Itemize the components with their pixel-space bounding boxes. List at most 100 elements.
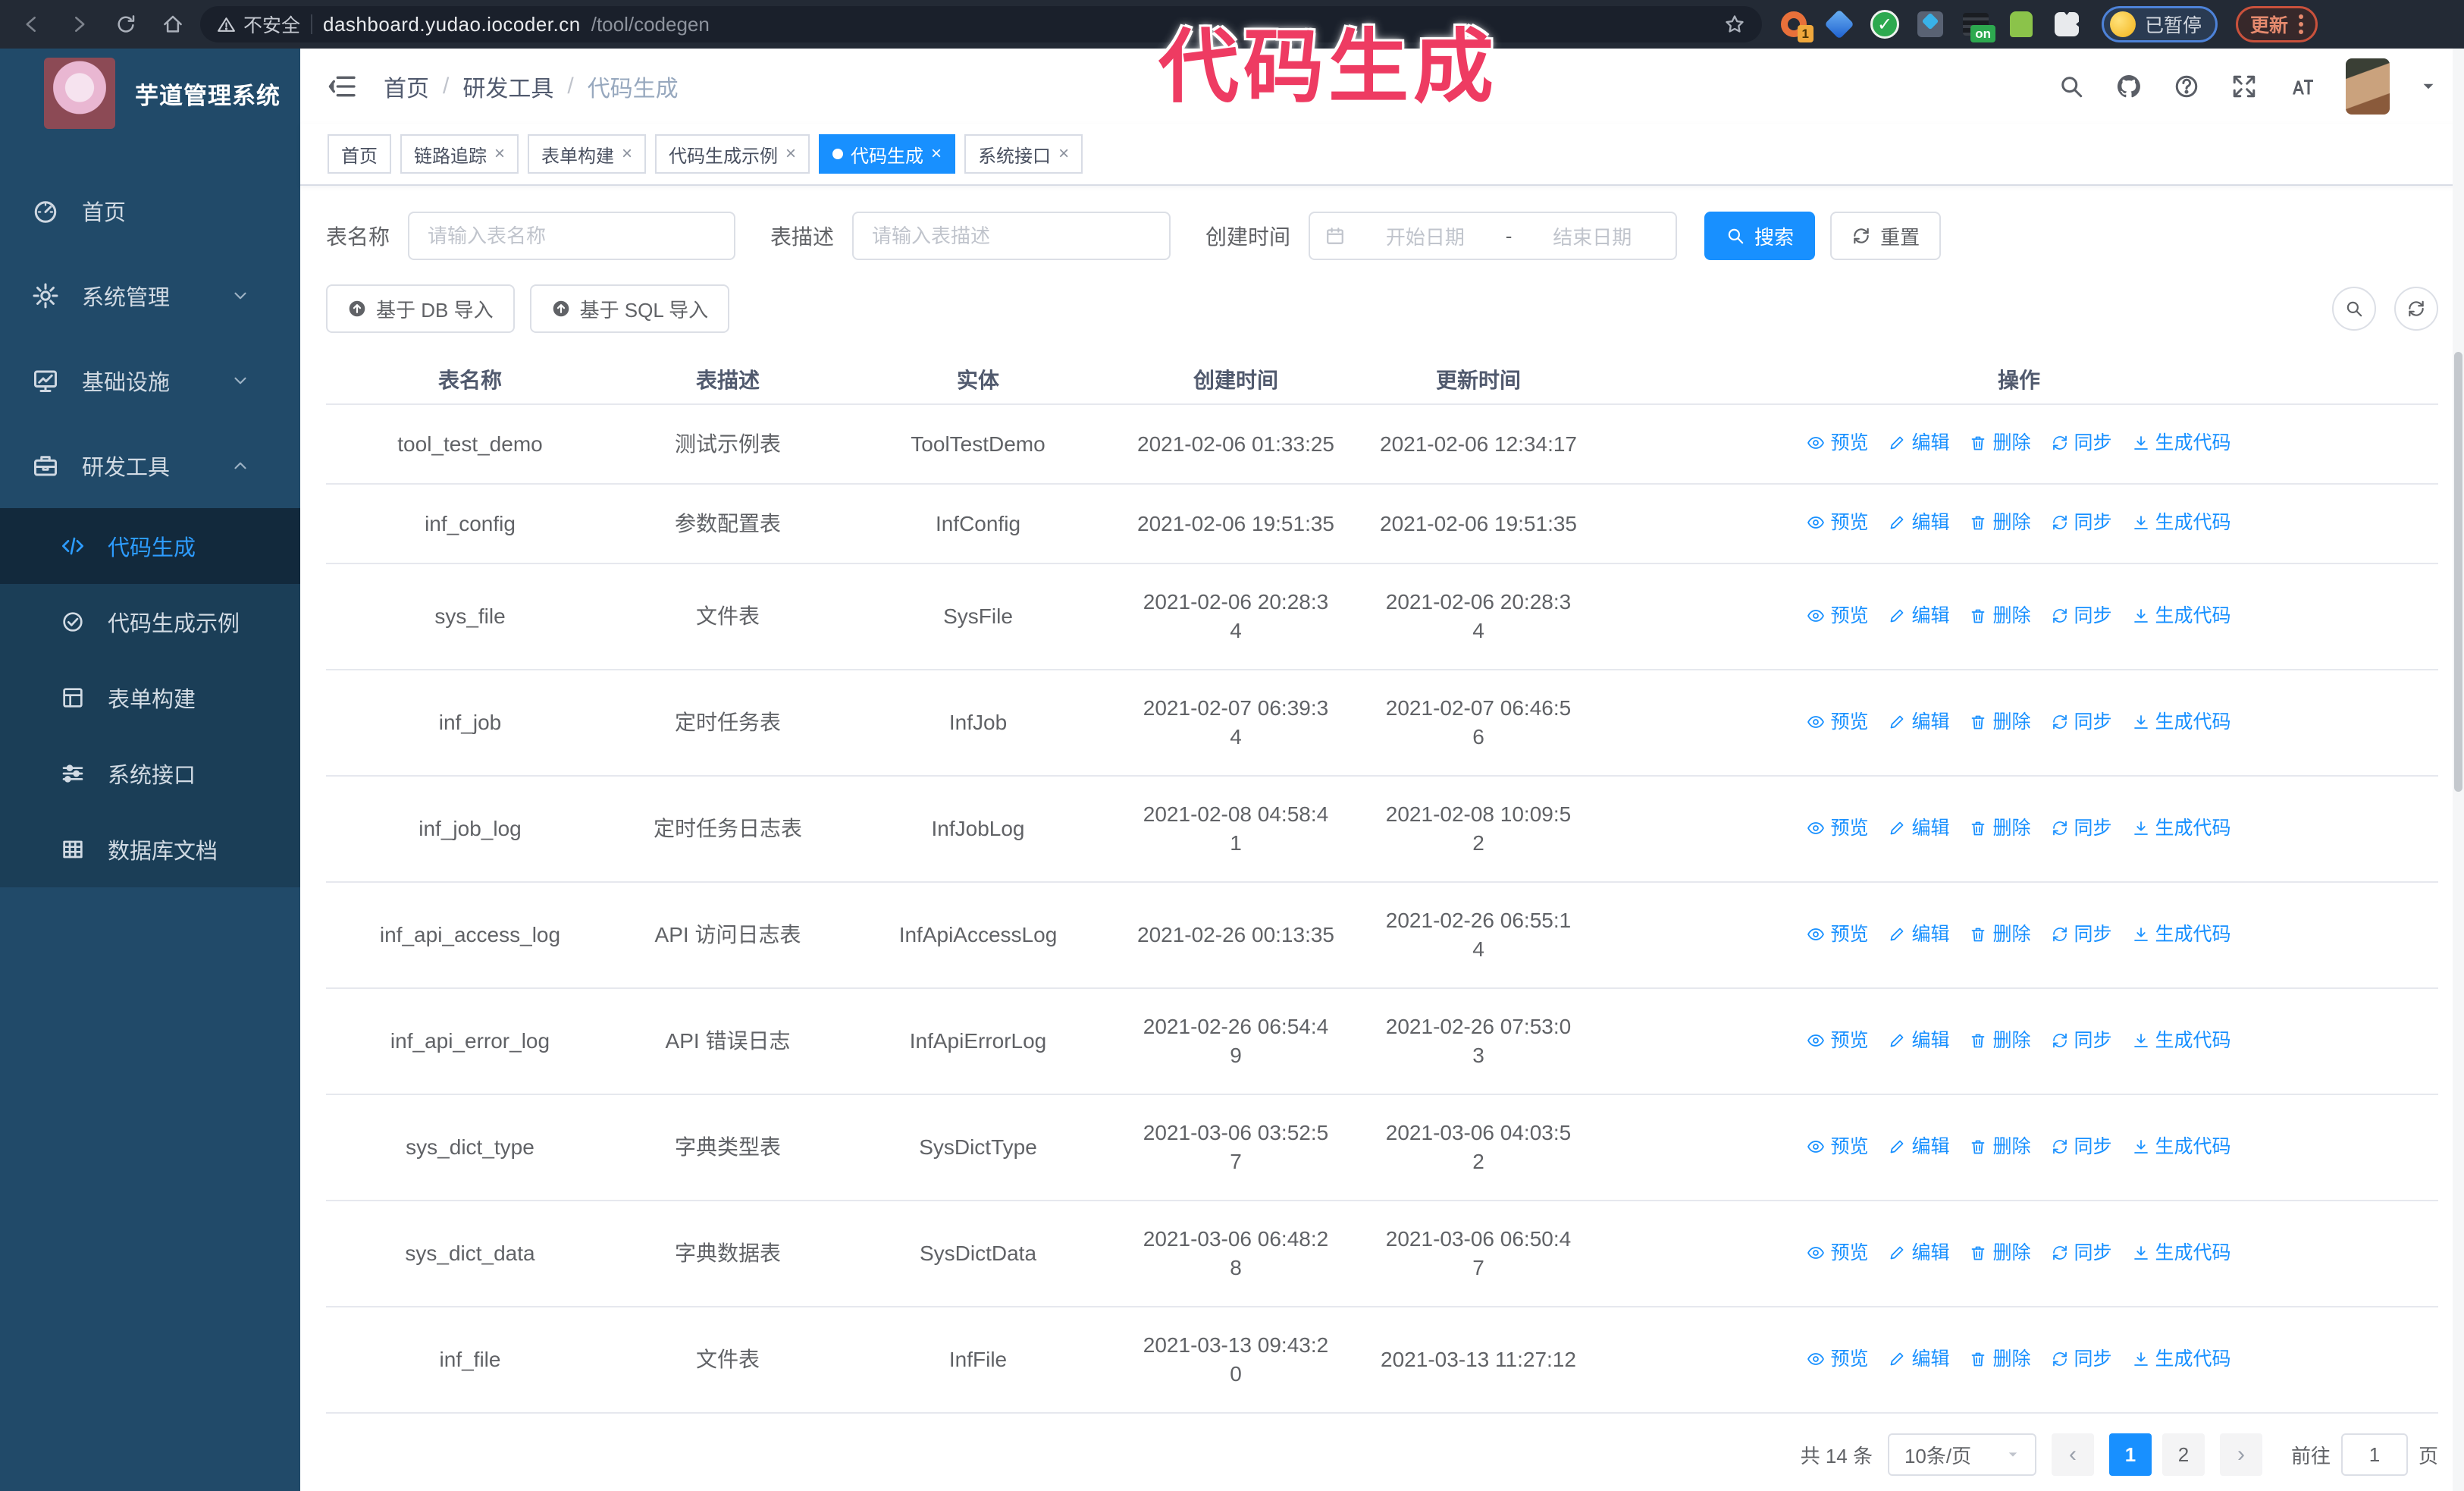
- sidebar-subitem-1[interactable]: 代码生成示例: [0, 584, 300, 660]
- generate-code-link[interactable]: 生成代码: [2132, 428, 2231, 457]
- sidebar-subitem-3[interactable]: 系统接口: [0, 736, 300, 811]
- edit-link[interactable]: 编辑: [1888, 1238, 1949, 1267]
- delete-link[interactable]: 删除: [1969, 601, 2031, 630]
- edit-link[interactable]: 编辑: [1888, 508, 1949, 537]
- goto-page-input[interactable]: [2340, 1433, 2408, 1476]
- sidebar-item-2[interactable]: 基础设施: [0, 338, 300, 423]
- sidebar-item-0[interactable]: 首页: [0, 168, 300, 253]
- security-indicator[interactable]: 不安全: [217, 11, 300, 38]
- help-icon[interactable]: [2173, 73, 2200, 100]
- generate-code-link[interactable]: 生成代码: [2132, 508, 2231, 537]
- edit-link[interactable]: 编辑: [1888, 428, 1949, 457]
- font-size-icon[interactable]: [2288, 73, 2315, 100]
- generate-code-link[interactable]: 生成代码: [2132, 601, 2231, 630]
- page-button-2[interactable]: 2: [2161, 1433, 2205, 1476]
- close-icon[interactable]: ×: [785, 143, 797, 165]
- delete-link[interactable]: 删除: [1969, 920, 2031, 949]
- preview-link[interactable]: 预览: [1807, 1238, 1868, 1267]
- tab-item[interactable]: 链路追踪 ×: [400, 134, 519, 174]
- close-icon[interactable]: ×: [1058, 143, 1070, 165]
- sidebar-item-1[interactable]: 系统管理: [0, 253, 300, 338]
- preview-link[interactable]: 预览: [1807, 1132, 1868, 1161]
- search-button[interactable]: 搜索: [1704, 212, 1816, 260]
- preview-link[interactable]: 预览: [1807, 814, 1868, 843]
- edit-link[interactable]: 编辑: [1888, 1026, 1949, 1055]
- close-icon[interactable]: ×: [494, 143, 506, 165]
- edit-link[interactable]: 编辑: [1888, 708, 1949, 736]
- chevron-down-icon[interactable]: [2420, 78, 2437, 95]
- extension-icon-1[interactable]: 1: [1777, 8, 1814, 42]
- github-icon[interactable]: [2115, 73, 2143, 100]
- browser-update-button[interactable]: 更新: [2236, 6, 2318, 42]
- bookmark-star-icon[interactable]: [1724, 14, 1745, 35]
- close-icon[interactable]: ×: [622, 143, 633, 165]
- tab-item[interactable]: 代码生成示例 ×: [655, 134, 810, 174]
- generate-code-link[interactable]: 生成代码: [2132, 708, 2231, 736]
- sync-link[interactable]: 同步: [2051, 601, 2112, 630]
- preview-link[interactable]: 预览: [1807, 508, 1868, 537]
- delete-link[interactable]: 删除: [1969, 1345, 2031, 1373]
- extension-icon-2[interactable]: [1823, 8, 1856, 41]
- edit-link[interactable]: 编辑: [1888, 814, 1949, 843]
- preview-link[interactable]: 预览: [1807, 428, 1868, 457]
- sync-link[interactable]: 同步: [2051, 1132, 2112, 1161]
- tab-item[interactable]: 代码生成 ×: [819, 134, 956, 174]
- reset-button[interactable]: 重置: [1830, 212, 1942, 260]
- edit-link[interactable]: 编辑: [1888, 920, 1949, 949]
- page-size-select[interactable]: 10条/页: [1887, 1433, 2036, 1476]
- generate-code-link[interactable]: 生成代码: [2132, 1238, 2231, 1267]
- browser-back-button[interactable]: [12, 5, 52, 44]
- sidebar-subitem-2[interactable]: 表单构建: [0, 660, 300, 736]
- sync-link[interactable]: 同步: [2051, 1026, 2112, 1055]
- sidebar-subitem-4[interactable]: 数据库文档: [0, 811, 300, 887]
- more-menu-icon[interactable]: [2299, 14, 2304, 34]
- preview-link[interactable]: 预览: [1807, 708, 1868, 736]
- sync-link[interactable]: 同步: [2051, 1345, 2112, 1373]
- import-db-button[interactable]: 基于 DB 导入: [326, 284, 515, 333]
- extension-icon-6[interactable]: [2005, 8, 2038, 41]
- sync-link[interactable]: 同步: [2051, 814, 2112, 843]
- delete-link[interactable]: 删除: [1969, 814, 2031, 843]
- table-desc-input[interactable]: [852, 212, 1171, 260]
- toggle-search-button[interactable]: [2332, 287, 2376, 331]
- table-name-input[interactable]: [408, 212, 736, 260]
- tab-item[interactable]: 表单构建 ×: [528, 134, 647, 174]
- preview-link[interactable]: 预览: [1807, 1026, 1868, 1055]
- extension-icon-7[interactable]: [2050, 8, 2083, 41]
- fullscreen-icon[interactable]: [2230, 73, 2258, 100]
- prev-page-button[interactable]: ‹: [2051, 1433, 2094, 1476]
- extension-icon-5[interactable]: on: [1959, 8, 1995, 42]
- breadcrumb-item[interactable]: 首页: [384, 76, 429, 102]
- sidebar-item-3[interactable]: 研发工具: [0, 423, 300, 508]
- address-bar[interactable]: 不安全 dashboard.yudao.iocoder.cn/tool/code…: [200, 6, 1762, 42]
- generate-code-link[interactable]: 生成代码: [2132, 814, 2231, 843]
- sync-link[interactable]: 同步: [2051, 428, 2112, 457]
- preview-link[interactable]: 预览: [1807, 601, 1868, 630]
- extension-icon-3[interactable]: ✓: [1868, 8, 1901, 41]
- tab-item[interactable]: 系统接口 ×: [964, 134, 1083, 174]
- delete-link[interactable]: 删除: [1969, 1132, 2031, 1161]
- sync-link[interactable]: 同步: [2051, 1238, 2112, 1267]
- edit-link[interactable]: 编辑: [1888, 601, 1949, 630]
- edit-link[interactable]: 编辑: [1888, 1345, 1949, 1373]
- delete-link[interactable]: 删除: [1969, 1238, 2031, 1267]
- profile-chip[interactable]: 已暂停: [2102, 6, 2218, 42]
- edit-link[interactable]: 编辑: [1888, 1132, 1949, 1161]
- next-page-button[interactable]: ›: [2219, 1433, 2262, 1476]
- sync-link[interactable]: 同步: [2051, 708, 2112, 736]
- generate-code-link[interactable]: 生成代码: [2132, 920, 2231, 949]
- preview-link[interactable]: 预览: [1807, 1345, 1868, 1373]
- delete-link[interactable]: 删除: [1969, 708, 2031, 736]
- preview-link[interactable]: 预览: [1807, 920, 1868, 949]
- hamburger-icon[interactable]: [328, 71, 358, 102]
- close-icon[interactable]: ×: [931, 143, 942, 165]
- delete-link[interactable]: 删除: [1969, 1026, 2031, 1055]
- date-range-picker[interactable]: 开始日期 - 结束日期: [1309, 212, 1678, 260]
- refresh-table-button[interactable]: [2394, 287, 2438, 331]
- sidebar-logo-row[interactable]: 芋道管理系统: [0, 49, 300, 138]
- generate-code-link[interactable]: 生成代码: [2132, 1345, 2231, 1373]
- page-button-1[interactable]: 1: [2108, 1433, 2152, 1476]
- generate-code-link[interactable]: 生成代码: [2132, 1026, 2231, 1055]
- breadcrumb-item[interactable]: 研发工具: [462, 76, 554, 102]
- delete-link[interactable]: 删除: [1969, 428, 2031, 457]
